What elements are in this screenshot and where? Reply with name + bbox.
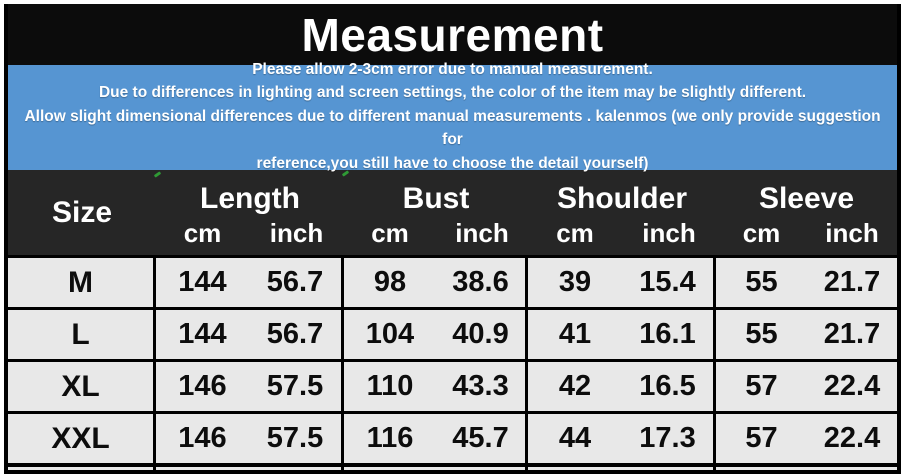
unit-label: cm (371, 218, 409, 248)
size-column-header: Size (51, 195, 113, 229)
unit-label: inch (642, 218, 696, 248)
cut-off-row (8, 463, 897, 470)
group-label: Length (200, 182, 300, 215)
value-cell: 55 (745, 266, 778, 298)
value-cell: 45.7 (436, 414, 528, 463)
sliver-cell (528, 467, 622, 470)
group-label: Bust (402, 182, 470, 215)
unit-label: inch (825, 218, 879, 248)
value-cell: 110 (366, 370, 414, 402)
title-bar: Measurement (8, 4, 897, 65)
value-cell: 98 (373, 266, 407, 298)
value-cell: 39 (558, 266, 592, 298)
value-cell: 21.7 (823, 318, 881, 350)
size-cell: M (8, 258, 156, 307)
disclaimer-line: reference,you still have to choose the d… (256, 154, 649, 172)
value-cell: 104 (365, 318, 415, 350)
unit-label: inch (455, 218, 509, 248)
unit-label: cm (742, 218, 781, 248)
size-cell: L (8, 310, 156, 359)
value-cell: 42 (558, 370, 592, 402)
group-label: Sleeve (758, 182, 855, 215)
value-cell: 56.7 (249, 258, 344, 307)
value-cell: 57 (745, 422, 778, 454)
value-cell: 38.6 (436, 258, 528, 307)
value-cell: 21.7 (823, 266, 881, 298)
sliver-cell (156, 467, 249, 470)
unit-label: cm (556, 218, 594, 248)
table-row: L 144 56.7 104 40.9 41 16.1 55 21.7 (8, 307, 897, 359)
value-cell: 57 (745, 370, 778, 402)
group-label: Shoulder (556, 182, 687, 215)
size-cell: XXL (8, 414, 156, 463)
value-cell: 116 (366, 422, 414, 454)
disclaimer-line: Allow slight dimensional differences due… (24, 107, 881, 149)
table-row: XXL 146 57.5 116 45.7 44 17.3 57 22.4 (8, 411, 897, 463)
sliver-cell (8, 467, 156, 470)
value-cell: 57.5 (249, 414, 344, 463)
table-body: M 144 56.7 98 38.6 39 15.4 55 21.7 L 144 56.7 104 40.… (8, 255, 897, 463)
table-row: M 144 56.7 98 38.6 39 15.4 55 21.7 (8, 255, 897, 307)
disclaimer-banner: Please allow 2-3cm error due to manual m… (8, 61, 897, 172)
value-cell: 40.9 (436, 310, 528, 359)
disclaimer-line: Due to differences in lighting and scree… (98, 84, 807, 102)
value-cell: 16.1 (622, 310, 716, 359)
table-header: Size Length Bust Shoulder Sleeve cm inch cm inch… (8, 170, 897, 255)
sliver-cell (249, 467, 344, 470)
disclaimer-line: Please allow 2-3cm error due to manual m… (252, 60, 653, 78)
value-cell: 43.3 (436, 362, 528, 411)
unit-label: cm (183, 218, 222, 248)
value-cell: 16.5 (622, 362, 716, 411)
value-cell: 57.5 (249, 362, 344, 411)
sliver-cell (622, 467, 716, 470)
value-cell: 144 (178, 266, 227, 298)
value-cell: 44 (558, 422, 592, 454)
value-cell: 55 (745, 318, 778, 350)
table-row: XL 146 57.5 110 43.3 42 16.5 57 22.4 (8, 359, 897, 411)
size-chart-image: Measurement Please allow 2-3cm error due… (4, 4, 901, 474)
sliver-cell (807, 467, 897, 470)
value-cell: 22.4 (823, 370, 881, 402)
value-cell: 146 (178, 370, 227, 402)
value-cell: 56.7 (249, 310, 344, 359)
sliver-cell (716, 467, 807, 470)
sliver-cell (344, 467, 436, 470)
page-title: Measurement (301, 8, 604, 61)
value-cell: 41 (558, 318, 592, 350)
size-cell: XL (8, 362, 156, 411)
value-cell: 17.3 (622, 414, 716, 463)
value-cell: 15.4 (622, 258, 716, 307)
value-cell: 144 (178, 318, 227, 350)
sliver-cell (436, 467, 528, 470)
value-cell: 22.4 (823, 422, 881, 454)
unit-label: inch (269, 218, 324, 248)
value-cell: 146 (178, 422, 227, 454)
